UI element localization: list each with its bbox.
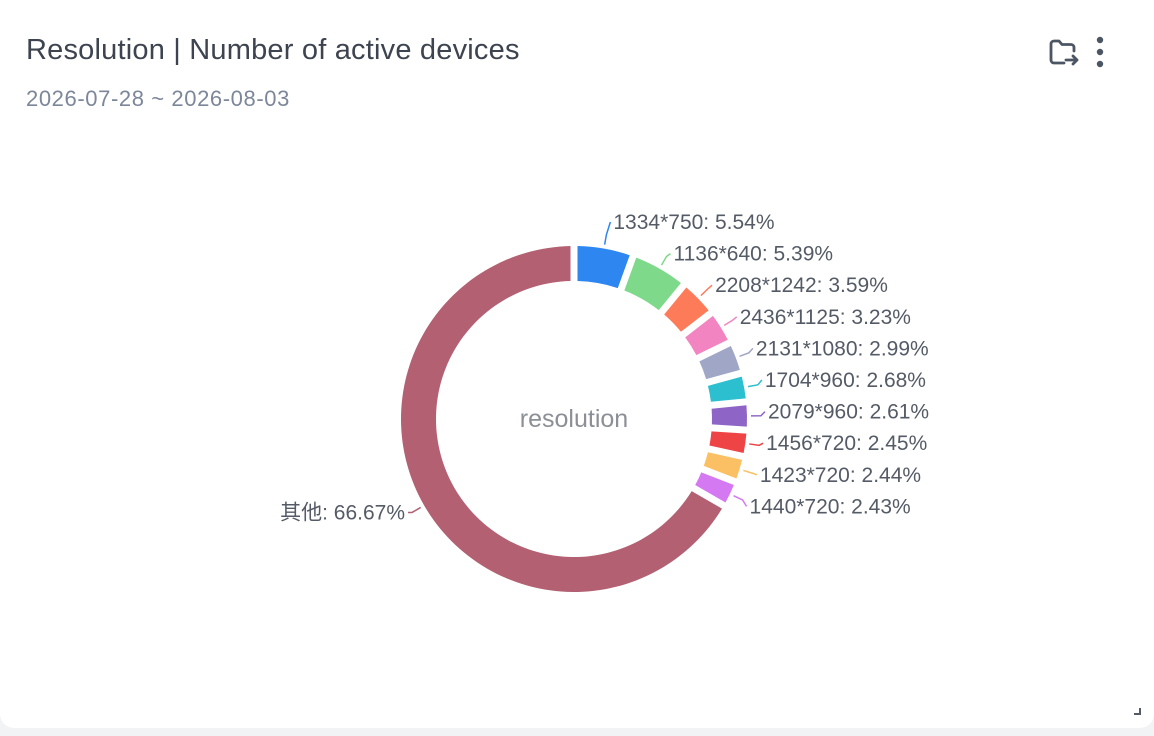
pie-slice[interactable]	[707, 376, 746, 402]
label-leader-line	[408, 506, 422, 514]
label-leader-line	[749, 442, 764, 447]
pie-slice[interactable]	[699, 346, 740, 380]
pie-slice[interactable]	[624, 257, 681, 311]
pie-slice[interactable]	[685, 315, 728, 356]
label-leader-line	[723, 316, 738, 327]
slice-label: 2131*1080: 2.99%	[756, 337, 929, 360]
slice-label: 2079*960: 2.61%	[768, 401, 929, 424]
label-leader-line	[700, 284, 713, 297]
chart-title: Resolution | Number of active devices	[26, 34, 520, 66]
slice-label: 其他: 66.67%	[280, 501, 405, 524]
export-button[interactable]	[1047, 36, 1081, 70]
slice-label: 1456*720: 2.45%	[766, 432, 927, 455]
center-label: resolution	[520, 405, 628, 433]
slice-label: 2208*1242: 3.59%	[715, 274, 888, 297]
slice-label: 1334*750: 5.54%	[613, 211, 774, 234]
label-leader-line	[603, 221, 612, 245]
pie-slice[interactable]	[709, 431, 747, 454]
slice-label: 1440*720: 2.43%	[750, 495, 911, 518]
resize-corner-icon	[1134, 708, 1141, 715]
label-leader-line	[750, 411, 766, 417]
slice-label: 1704*960: 2.68%	[765, 369, 926, 392]
slice-label: 1423*720: 2.44%	[760, 464, 921, 487]
pie-slice[interactable]	[664, 287, 709, 332]
label-leader-line	[733, 494, 748, 507]
more-vertical-icon	[1096, 36, 1104, 68]
date-range: 2026-07-28 ~ 2026-08-03	[26, 86, 290, 111]
pie-slice[interactable]	[577, 246, 630, 289]
label-leader-line	[747, 379, 763, 388]
label-leader-line	[660, 252, 671, 266]
pie-slice[interactable]	[711, 405, 747, 427]
slice-label: 1136*640: 5.39%	[673, 243, 833, 266]
label-leader-line	[743, 469, 758, 476]
pie-slice[interactable]	[703, 452, 743, 479]
label-leader-line	[739, 347, 754, 358]
resize-handle[interactable]	[1130, 703, 1142, 715]
folder-export-icon	[1049, 39, 1079, 66]
more-options-button[interactable]	[1088, 34, 1112, 70]
slice-label: 2436*1125: 3.23%	[740, 306, 911, 329]
pie-slice[interactable]	[695, 472, 734, 503]
